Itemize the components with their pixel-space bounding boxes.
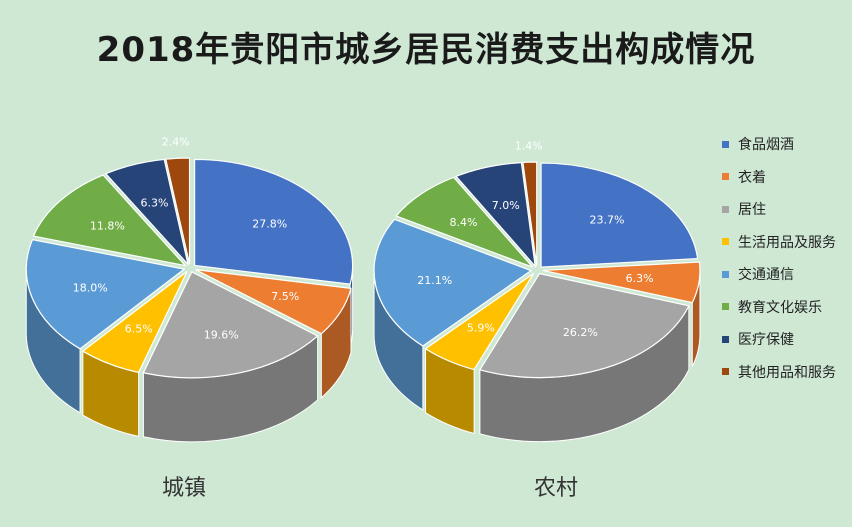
pie-urban-value-label-4: 18.0% [73,282,108,295]
pie-rural-value-label-1: 6.3% [626,272,654,285]
legend-label: 其他用品和服务 [738,364,836,381]
pie-urban-slice-5 [32,174,187,267]
legend-label: 衣着 [738,169,766,186]
legend-label: 教育文化娱乐 [738,299,822,316]
legend-item: 生活用品及服务 [722,226,836,259]
pie-urban-slice-1 [195,269,352,335]
legend-swatch [722,140,729,148]
legend-item: 交通通信 [722,258,836,291]
pie-urban-value-label-7: 2.4% [162,135,190,148]
pie-urban-slice-4 [25,239,186,350]
pie-rural-slice-3 [424,272,535,371]
legend-label: 食品烟酒 [738,137,794,154]
legend-swatch [722,270,729,278]
legend-swatch [722,303,729,311]
legend-label: 居住 [738,202,766,219]
legend-swatch [722,368,729,376]
pie-label-urban: 城镇 [162,476,207,501]
legend-item: 医疗保健 [722,323,836,356]
legend: 食品烟酒衣着居住生活用品及服务 交通通信教育文化娱乐 医疗保健其他用品和服务 [722,128,836,388]
pie-rural-value-label-4: 21.1% [417,274,452,287]
pie-rural-value-label-2: 26.2% [563,326,598,339]
pie-urban-slice-7 [165,157,191,265]
pie-rural-slice-6 [455,161,537,269]
pie-urban-value-label-6: 6.3% [140,196,168,209]
pie-urban-value-label-5: 11.8% [90,220,125,233]
legend-swatch [722,173,729,181]
pie-rural-value-label-5: 8.4% [449,216,477,229]
pie-urban-value-label-1: 7.5% [271,290,299,303]
legend-item: 教育文化娱乐 [722,291,836,324]
pie-urban-slice-2 [142,271,319,379]
pie-urban-slice-3 [81,271,188,374]
pie-urban-slice-0 [194,158,354,285]
pie-urban-value-label-0: 27.8% [252,217,287,230]
pie-rural-value-label-0: 23.7% [590,214,625,227]
legend-label: 交通通信 [738,267,794,284]
pie-rural-slice-4 [373,218,533,347]
chart-title: 2018年贵阳市城乡居民消费支出构成情况 [96,30,756,70]
pie-rural-slice-5 [395,176,534,268]
pie-urban-slice-6 [104,158,190,267]
pie-rural-value-label-3: 5.9% [467,321,495,334]
legend-label: 医疗保健 [738,332,794,349]
pie-rural-value-label-7: 1.4% [515,140,543,153]
legend-swatch [722,205,729,213]
legend-swatch [722,238,729,246]
pie-rural-slice-0 [540,162,699,268]
pie-label-rural: 农村 [534,476,579,501]
pie-rural-slice-7 [522,161,538,267]
legend-swatch [722,335,729,343]
legend-item: 其他用品和服务 [722,356,836,389]
pie-rural-value-label-6: 7.0% [492,199,520,212]
pie-urban-value-label-2: 19.6% [204,329,239,342]
legend-item: 居住 [722,193,836,226]
pie-rural-slice-1 [542,261,701,304]
pie-rural-slice-2 [478,272,690,379]
pie-urban-value-label-3: 6.5% [125,323,153,336]
legend-item: 衣着 [722,161,836,194]
legend-label: 生活用品及服务 [738,234,836,251]
legend-item: 食品烟酒 [722,128,836,161]
